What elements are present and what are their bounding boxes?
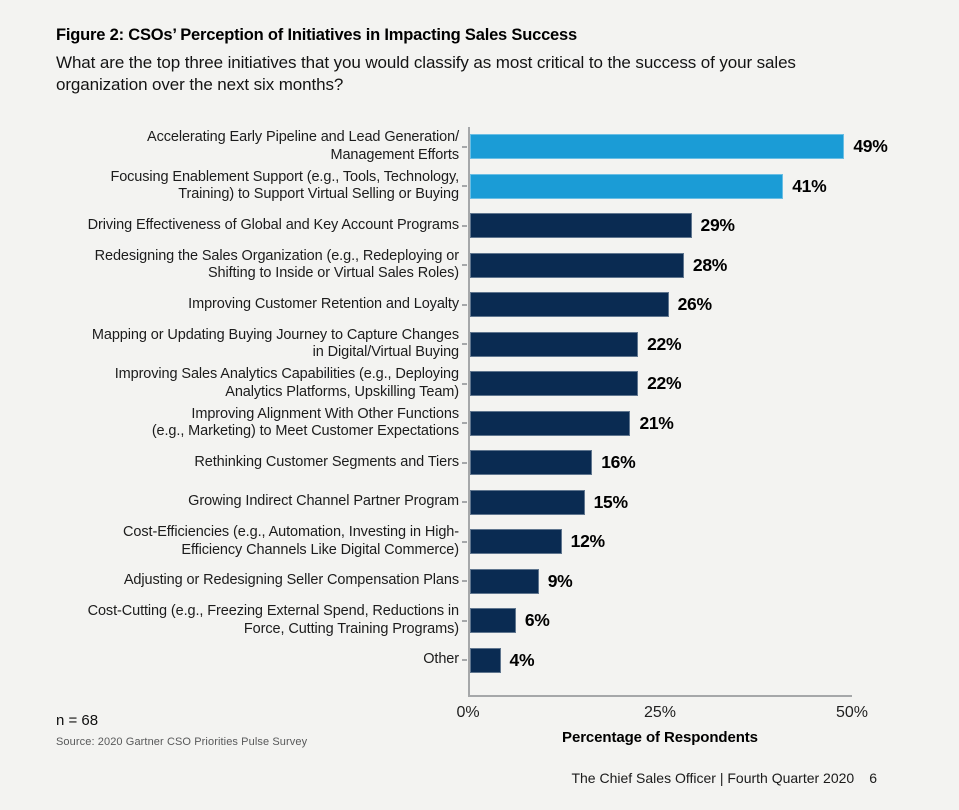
bar-row: Redesigning the Sales Organization (e.g.… [56,246,916,286]
bar-row: Mapping or Updating Buying Journey to Ca… [56,325,916,365]
bar-row: Cost-Efficiencies (e.g., Automation, Inv… [56,522,916,562]
bar [470,568,539,594]
bar-rows: Accelerating Early Pipeline and Lead Gen… [56,127,916,680]
bar-row: Accelerating Early Pipeline and Lead Gen… [56,127,916,167]
bar-row: Focusing Enablement Support (e.g., Tools… [56,167,916,207]
bar [470,173,784,199]
y-axis-tick [462,264,467,267]
value-label: 49% [853,136,888,157]
bar-row: Improving Customer Retention and Loyalty… [56,285,916,325]
value-label: 21% [639,412,674,433]
x-axis-title: Percentage of Respondents [562,729,758,746]
category-label: Improving Customer Retention and Loyalty [188,295,459,312]
sample-size: n = 68 [56,712,99,729]
bar [470,450,593,476]
value-label: 6% [524,610,550,631]
bar-row: Cost-Cutting (e.g., Freezing External Sp… [56,601,916,641]
bar-chart: Accelerating Early Pipeline and Lead Gen… [56,127,916,746]
value-label: 28% [692,254,728,275]
bar-row: Improving Alignment With Other Functions… [56,404,916,444]
x-tick-label: 50% [835,704,869,721]
chart-notes: n = 68 Source: 2020 Gartner CSO Prioriti… [56,712,307,748]
value-label: 4% [509,649,535,670]
category-label: Cost-Efficiencies (e.g., Automation, Inv… [123,524,459,558]
category-label: Redesigning the Sales Organization (e.g.… [94,247,459,282]
bar [470,134,845,160]
bar-row: Rethinking Customer Segments and Tiers 16… [56,443,916,483]
category-label: Focusing Enablement Support (e.g., Tools… [110,168,459,203]
x-tick-label: 25% [643,704,677,721]
category-label: Mapping or Updating Buying Journey to Ca… [91,326,459,361]
bar-row: Other 4% [56,641,916,681]
value-label: 41% [792,175,827,196]
value-label: 15% [593,491,628,512]
category-label: Adjusting or Redesigning Seller Compensa… [123,572,459,589]
page-footer: The Chief Sales Officer | Fourth Quarter… [571,770,877,786]
category-label: Other [423,651,459,668]
bar-row: Driving Effectiveness of Global and Key … [56,206,916,246]
y-axis-tick [462,501,467,504]
y-axis-tick [462,461,467,464]
category-label: Driving Effectiveness of Global and Key … [87,216,459,233]
bar [470,489,585,515]
bar [470,647,501,673]
category-label: Cost-Cutting (e.g., Freezing External Sp… [87,603,460,637]
value-label: 16% [601,452,636,473]
bar [470,213,692,239]
bar [470,608,516,634]
y-axis-tick [462,422,467,425]
bar [470,410,631,436]
figure-header: Figure 2: CSOs’ Perception of Initiative… [56,26,886,96]
category-label: Improving Alignment With Other Functions… [151,405,459,440]
value-label: 22% [647,373,682,394]
y-axis-tick [462,185,467,188]
y-axis-tick [462,303,467,306]
category-label: Accelerating Early Pipeline and Lead Gen… [147,129,459,163]
bar [470,292,669,318]
y-axis-tick [462,540,467,543]
figure-title: Figure 2: CSOs’ Perception of Initiative… [56,26,577,44]
x-tick-label: 0% [456,704,480,721]
bar-row: Adjusting or Redesigning Seller Compensa… [56,562,916,602]
value-label: 26% [677,294,712,315]
source-line: Source: 2020 Gartner CSO Priorities Puls… [56,736,308,748]
bar [470,371,639,397]
value-label: 29% [700,215,735,236]
category-label: Rethinking Customer Segments and Tiers [194,453,459,470]
category-label: Growing Indirect Channel Partner Program [188,493,459,510]
y-axis-tick [462,145,467,148]
x-axis: 0% 25% 50% Percentage of Respondents [456,697,868,757]
publication-title: The Chief Sales Officer | Fourth Quarter… [571,770,855,786]
y-axis-tick [462,382,467,385]
bar-row: Improving Sales Analytics Capabilities (… [56,364,916,404]
y-axis-tick [462,619,467,622]
survey-question: What are the top three initiatives that … [56,53,796,95]
y-axis-tick [462,659,467,662]
value-label: 22% [647,333,682,354]
y-axis-tick [462,580,467,583]
bar [470,331,639,357]
page-number: 6 [869,770,877,786]
y-axis-tick [462,343,467,346]
value-label: 9% [547,570,573,591]
value-label: 12% [570,531,605,552]
bar-row: Growing Indirect Channel Partner Program… [56,483,916,523]
category-label: Improving Sales Analytics Capabilities (… [114,366,459,400]
y-axis-tick [462,224,467,227]
bar [470,529,562,555]
bar [470,252,684,278]
